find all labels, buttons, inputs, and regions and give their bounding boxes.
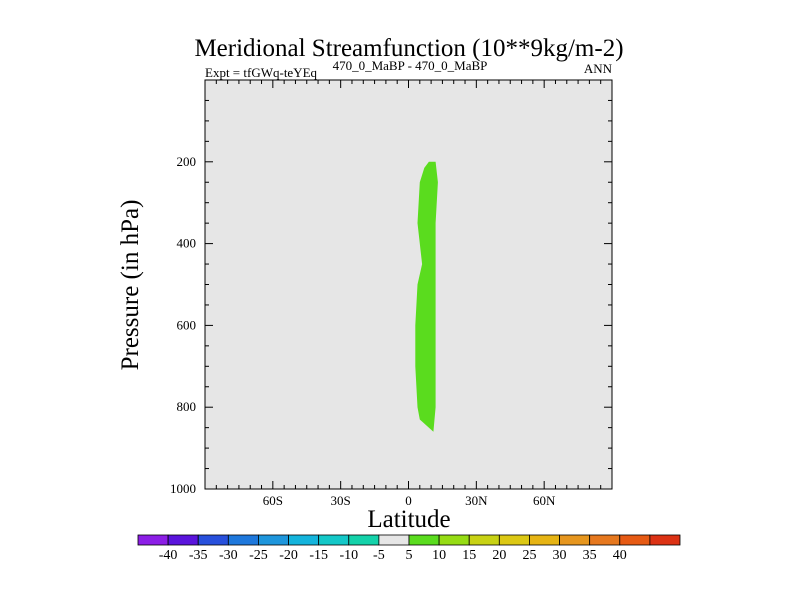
colorbar-label: 30 [553,548,567,563]
colorbar-label: -35 [189,548,208,563]
colorbar-label: 15 [462,548,476,563]
colorbar-swatch [258,534,289,546]
colorbar-label: -30 [219,548,238,563]
x-tick-label: 60N [533,493,556,508]
plot-area [204,79,613,490]
positive-streamfunction-region [415,161,438,432]
colorbar-label: 35 [583,548,597,563]
colorbar-swatch [167,534,199,546]
x-tick-labels: 60S 30S 0 30N 60N [263,493,556,508]
colorbar-labels: -40 -35 -30 -25 -20 -15 -10 -5 5 10 15 20 25 30 35 40 [159,548,627,563]
colorbar-label: -5 [373,548,385,563]
colorbar-label: 25 [522,548,536,563]
colorbar-label: -25 [249,548,268,563]
colorbar-label: -15 [309,548,328,563]
y-tick-label: 1000 [170,481,196,496]
colorbar-label: 20 [492,548,506,563]
colorbar-swatch [649,534,681,546]
axis-ticks [204,79,613,490]
colorbar-swatch [619,534,651,546]
y-tick-label: 400 [177,236,197,251]
colorbar-swatch [378,534,410,546]
chart-title: Meridional Streamfunction (10**9kg/m-2) [194,35,623,62]
y-tick-labels: 200 400 600 800 1000 [170,154,196,496]
y-tick-label: 200 [177,154,197,169]
x-tick-label: 30S [331,493,351,508]
colorbar-label: -20 [279,548,298,563]
season-label: ANN [584,61,613,76]
y-tick-label: 600 [177,317,197,332]
colorbar-swatch [468,534,500,546]
colorbar-swatch [438,534,470,546]
x-tick-label: 0 [405,493,412,508]
experiment-label: Expt = tfGWq-teYEq [205,65,318,80]
colorbar-swatch [559,534,591,546]
colorbar-swatch [408,534,440,546]
x-tick-label: 30N [465,493,488,508]
colorbar-label: -10 [339,548,358,563]
colorbar-label: -40 [159,548,178,563]
colorbar-label: 10 [432,548,446,563]
colorbar-swatch [227,534,259,546]
comparison-label: 470_0_MaBP - 470_0_MaBP [333,58,488,73]
colorbar-swatch [589,534,621,546]
colorbar-swatch [529,534,560,546]
y-tick-label: 800 [177,399,197,414]
colorbar-swatch [197,534,229,546]
colorbar-label: 5 [406,548,413,563]
colorbar-swatch [318,534,350,546]
colorbar-swatch [137,534,169,546]
colorbar-swatch [498,534,530,546]
colorbar-swatch [288,534,320,546]
x-tick-label: 60S [263,493,283,508]
colorbar-label: 40 [613,548,627,563]
y-axis-label: Pressure (in hPa) [117,200,144,371]
colorbar-swatch [348,534,380,546]
x-axis-label: Latitude [367,506,450,533]
colorbar [137,534,681,546]
